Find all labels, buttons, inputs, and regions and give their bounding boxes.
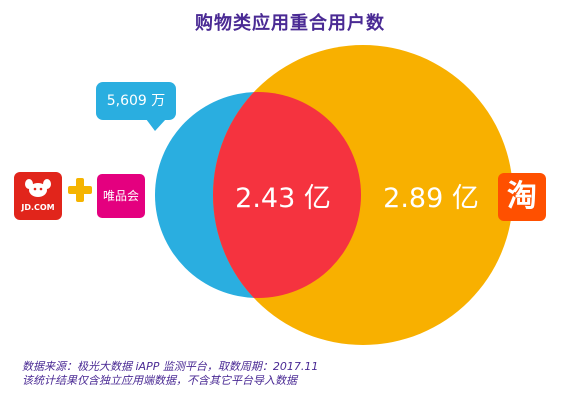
jd-logo: JD.COM [14, 172, 62, 220]
vip-logo: 唯品会 [97, 174, 145, 218]
source-line-2: 该统计结果仅含独立应用端数据，不含其它平台导入数据 [22, 374, 297, 387]
vip-logo-text: 唯品会 [102, 189, 139, 203]
jd-dog-icon [25, 179, 51, 197]
taobao-logo-text: 淘 [507, 179, 537, 214]
data-source-note: 数据来源：极光大数据 iAPP 监测平台，取数周期：2017.11 该统计结果仅… [22, 360, 562, 388]
jd-vip-value-label: 5,609 万 [106, 93, 166, 109]
plus-icon [68, 178, 92, 202]
jd-vip-value-callout: 5,609 万 [96, 82, 176, 131]
taobao-value-label: 2.89 亿 [383, 183, 479, 214]
source-line-1: 数据来源：极光大数据 iAPP 监测平台，取数周期：2017.11 [22, 360, 319, 373]
chart-title: 购物类应用重合用户数 [195, 13, 385, 34]
overlap-value-label: 2.43 亿 [235, 183, 331, 214]
taobao-logo: 淘 [498, 173, 546, 221]
venn-overlap-region [213, 92, 361, 298]
jd-logo-text: JD.COM [21, 203, 55, 212]
